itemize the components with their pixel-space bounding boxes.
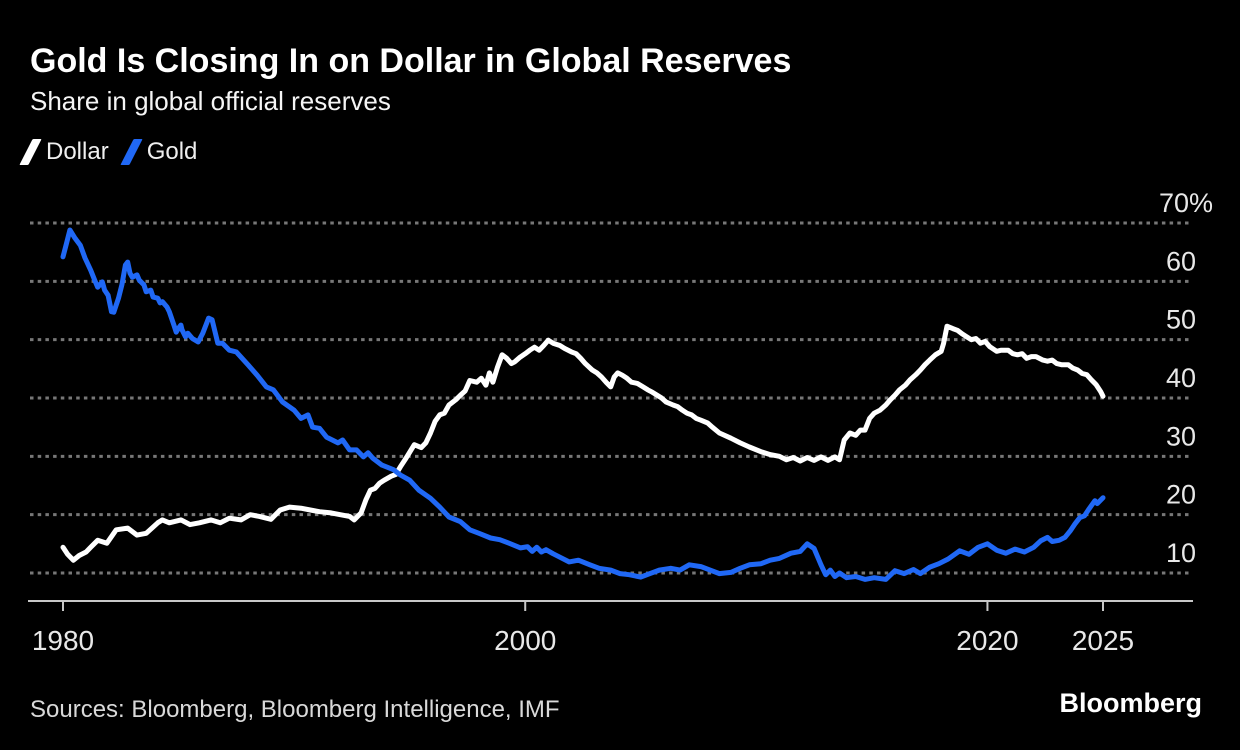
x-tick-label-2020: 2020 xyxy=(956,625,1018,656)
chart-legend: Dollar Gold xyxy=(19,138,198,166)
sources-text: Sources: Bloomberg, Bloomberg Intelligen… xyxy=(30,696,560,723)
legend-label-gold: Gold xyxy=(146,138,198,165)
dollar-line xyxy=(60,323,1106,563)
legend-item-dollar: Dollar xyxy=(19,138,109,166)
y-tick-label-40: 40 xyxy=(1166,363,1196,393)
legend-item-gold: Gold xyxy=(120,138,198,166)
chart-subtitle: Share in global official reserves xyxy=(30,86,391,116)
y-tick-label-20: 20 xyxy=(1166,480,1196,510)
page-title: Gold Is Closing In on Dollar in Global R… xyxy=(30,42,792,80)
y-tick-label-70: 70% xyxy=(1159,188,1213,218)
x-tick-label-2000: 2000 xyxy=(494,625,556,656)
y-tick-label-30: 30 xyxy=(1166,421,1196,451)
x-tick-label-1980: 1980 xyxy=(32,625,94,656)
y-tick-label-50: 50 xyxy=(1166,305,1196,335)
legend-label-dollar: Dollar xyxy=(46,138,109,165)
y-tick-label-60: 60 xyxy=(1166,246,1196,276)
gold-line xyxy=(60,227,1106,582)
x-tick-label-2025: 2025 xyxy=(1072,625,1134,656)
bloomberg-logo: Bloomberg xyxy=(1059,688,1202,718)
y-tick-label-10: 10 xyxy=(1166,538,1196,568)
